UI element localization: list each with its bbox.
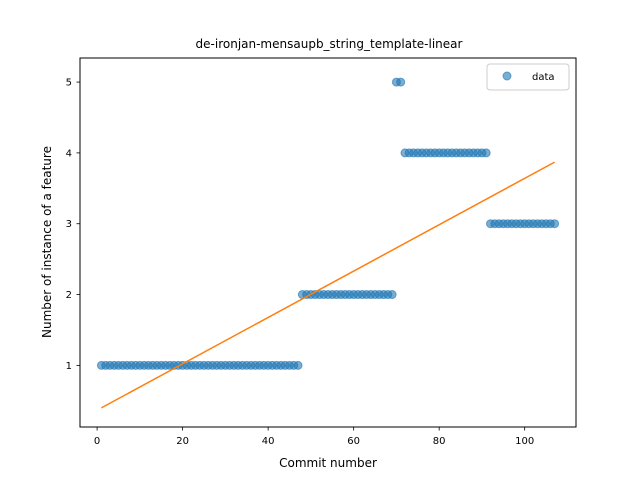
plot-border bbox=[79, 57, 577, 428]
data-point-106 bbox=[550, 219, 560, 229]
data-point-46 bbox=[293, 360, 303, 370]
legend-box bbox=[486, 63, 570, 91]
data-point-90 bbox=[481, 148, 491, 158]
x-tick-label-60: 60 bbox=[347, 436, 360, 447]
x-tick-label-100: 100 bbox=[515, 436, 534, 447]
y-tick-label-2: 2 bbox=[66, 290, 72, 301]
x-axis-ticks: 0 20 40 60 80 100 bbox=[94, 427, 534, 447]
y-tick-label-5: 5 bbox=[66, 78, 72, 89]
x-tick-label-0: 0 bbox=[94, 436, 100, 447]
plot-area bbox=[79, 57, 577, 428]
y-axis-label: Number of instance of a feature bbox=[40, 146, 54, 338]
chart-title: de-ironjan-mensaupb_string_template-line… bbox=[196, 37, 463, 51]
legend-marker-data bbox=[502, 71, 512, 81]
data-point-70 bbox=[396, 77, 406, 87]
x-tick-label-20: 20 bbox=[176, 436, 189, 447]
plot-frame bbox=[80, 58, 576, 427]
legend: data bbox=[486, 63, 570, 91]
legend-label-data: data bbox=[532, 72, 555, 83]
x-tick-label-80: 80 bbox=[433, 436, 446, 447]
y-axis-ticks: 1 2 3 4 5 bbox=[66, 78, 80, 372]
y-tick-label-3: 3 bbox=[66, 219, 72, 230]
x-tick-label-40: 40 bbox=[262, 436, 275, 447]
fit-line bbox=[101, 161, 555, 409]
x-axis-label: Commit number bbox=[279, 456, 377, 470]
data-point-68 bbox=[387, 290, 397, 300]
marks-layer bbox=[96, 77, 560, 409]
y-tick-label-1: 1 bbox=[66, 361, 72, 372]
y-tick-label-4: 4 bbox=[66, 148, 72, 159]
